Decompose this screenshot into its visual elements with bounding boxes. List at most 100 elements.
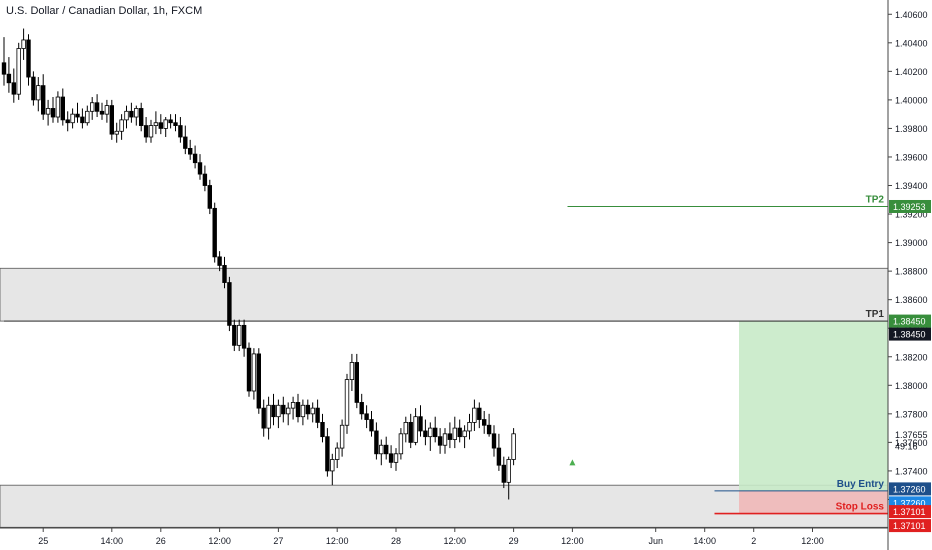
candle-body	[26, 39, 31, 78]
candle-body	[481, 419, 487, 426]
candle-body	[236, 324, 242, 346]
candle-body	[148, 125, 154, 138]
candle-body	[114, 130, 119, 135]
candle-body	[261, 407, 266, 429]
chart-title: U.S. Dollar / Canadian Dollar, 1h, FXCM	[6, 5, 203, 17]
candle-body	[418, 416, 423, 432]
candle-body	[423, 430, 428, 438]
candle-body	[344, 379, 350, 426]
tp1-price-tag-text: 1.38450	[893, 317, 926, 327]
candle-body	[442, 433, 448, 446]
candle-body	[437, 436, 443, 446]
candle-body	[207, 185, 212, 209]
candle-body	[325, 436, 330, 472]
buy-entry-price-tag-2-text: 1.37260	[893, 498, 926, 508]
price-tick-label: 1.38000	[895, 381, 928, 391]
candle-body	[290, 402, 296, 409]
candle-body	[452, 427, 457, 440]
time-tick-label: Jun	[648, 536, 663, 546]
candle-body	[486, 424, 492, 435]
candle-body	[60, 96, 65, 121]
price-tick-label: 1.40000	[895, 95, 928, 105]
tp1-label: TP1	[866, 309, 885, 320]
candle-body	[134, 108, 139, 118]
loss-zone	[739, 490, 896, 514]
price-tick-label: 1.39200	[895, 210, 928, 220]
candle-body	[364, 413, 369, 420]
candle-body	[369, 419, 374, 432]
price-tick-label: 1.39000	[895, 238, 928, 248]
candle-body	[383, 444, 389, 455]
candle-body	[50, 108, 56, 118]
candle-body	[462, 430, 467, 438]
price-tick-label: 1.39600	[895, 152, 928, 162]
candle-body	[506, 459, 511, 483]
candle-body	[85, 110, 90, 124]
resistance-zone	[0, 267, 889, 322]
candle-body	[251, 353, 257, 392]
time-tick-label: 29	[509, 536, 519, 546]
candle-body	[21, 39, 26, 49]
candle-body	[354, 362, 359, 403]
candle-body	[241, 324, 247, 349]
candle-body	[65, 119, 70, 124]
buy-entry-price-tag-text: 1.37260	[893, 484, 926, 494]
time-tick-label: 28	[391, 536, 401, 546]
candle-body	[295, 402, 301, 418]
candle-body	[403, 421, 408, 435]
price-tick-label: 1.40200	[895, 67, 928, 77]
candle-body	[129, 110, 134, 118]
candle-body	[173, 122, 178, 126]
candle-body	[472, 407, 477, 423]
candle-body	[55, 96, 61, 118]
time-tick-label: 2	[751, 536, 756, 546]
price-tick-label: 1.40400	[895, 38, 928, 48]
candle-body	[153, 122, 159, 126]
tp1-price-tag	[889, 314, 931, 328]
candle-body	[457, 427, 462, 438]
time-tick-label: 12:00	[444, 536, 467, 546]
candle-body	[334, 447, 340, 460]
candle-body	[266, 404, 271, 429]
candle-body	[491, 433, 497, 449]
candle-body	[413, 416, 418, 443]
candle-body	[339, 424, 345, 449]
candle-body	[202, 173, 208, 186]
candle-body	[94, 102, 100, 112]
candle-body	[232, 324, 237, 346]
candle-body	[119, 119, 124, 132]
candle-body	[320, 421, 325, 438]
candle-body	[393, 453, 399, 463]
candle-body	[192, 153, 198, 164]
candle-body	[432, 427, 438, 438]
candle-body	[138, 108, 144, 126]
candle-body	[285, 407, 291, 415]
tp2-price-tag-text: 1.39253	[893, 202, 926, 212]
candle-body	[11, 82, 16, 95]
candle-body	[359, 402, 364, 415]
candle-body	[428, 427, 433, 438]
candle-body	[36, 85, 41, 101]
price-tick-label: 1.39800	[895, 124, 928, 134]
candle-body	[212, 207, 217, 258]
candle-body	[1, 62, 7, 75]
candle-body	[349, 362, 355, 380]
candle-body	[70, 113, 75, 124]
time-tick-label: 12:00	[801, 536, 824, 546]
price-tick-label: 1.37800	[895, 409, 928, 419]
candle-body	[197, 162, 203, 175]
candle-body	[16, 48, 21, 95]
candle-body	[187, 148, 193, 155]
buy-entry-label: Buy Entry	[837, 479, 885, 490]
stop-loss-price-tag-2	[889, 519, 931, 533]
candle-body	[310, 407, 315, 415]
stop-loss-price-tag-2-text: 1.37101	[893, 521, 926, 531]
candle-body	[227, 282, 232, 326]
candle-body	[388, 453, 394, 463]
candle-body	[41, 85, 46, 115]
signal-marker-icon	[569, 459, 576, 466]
candle-body	[109, 105, 114, 135]
candle-body	[281, 404, 286, 415]
candle-body	[124, 110, 129, 121]
